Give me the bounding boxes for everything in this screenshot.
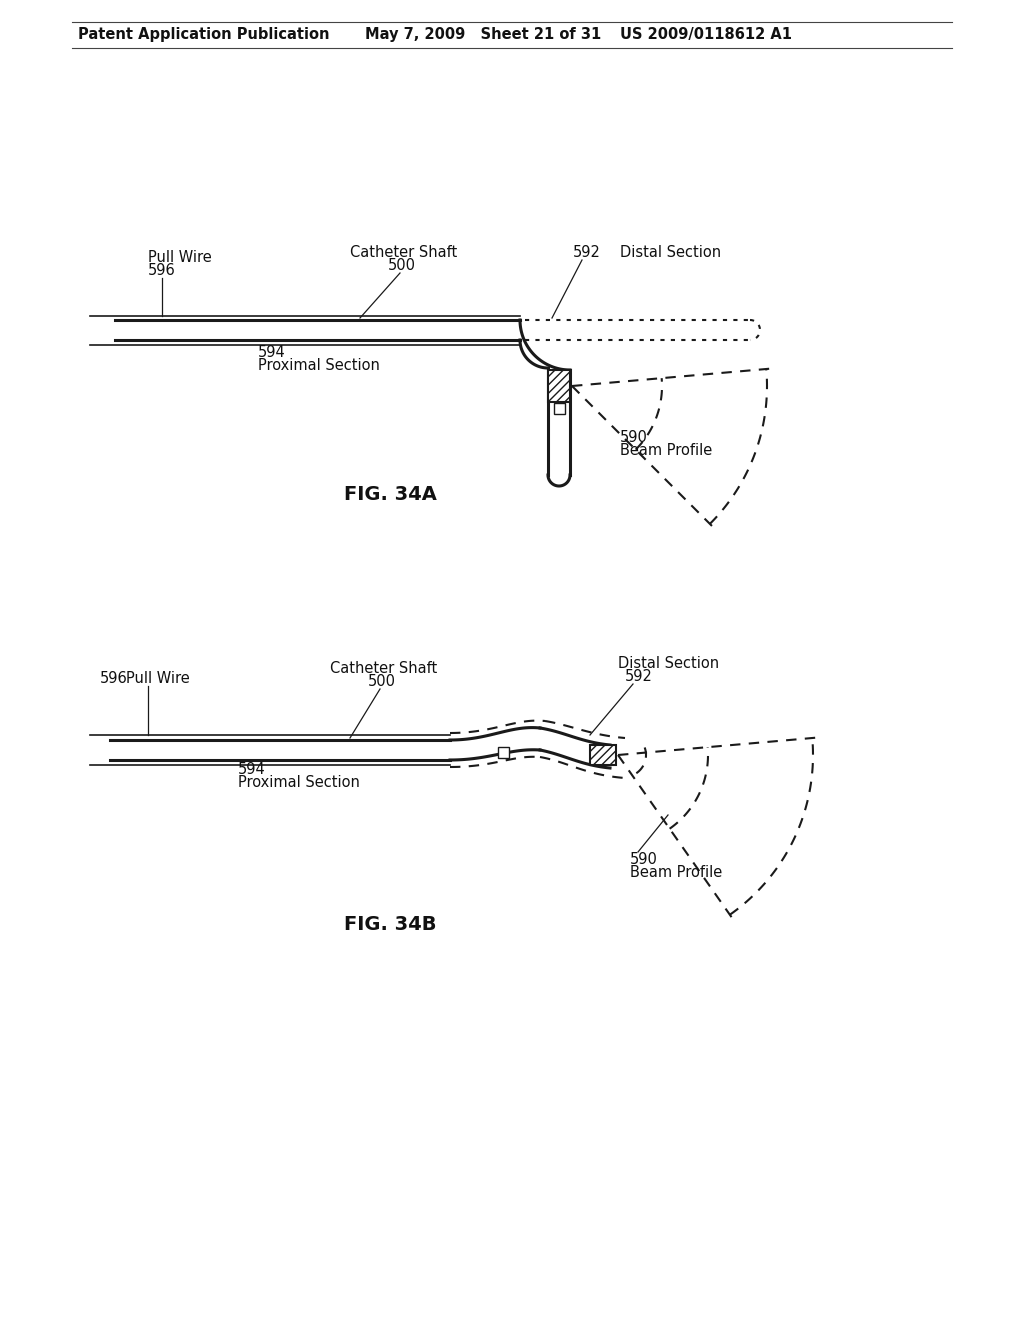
Text: May 7, 2009   Sheet 21 of 31: May 7, 2009 Sheet 21 of 31 xyxy=(365,28,601,42)
Text: Catheter Shaft: Catheter Shaft xyxy=(330,661,437,676)
Text: 590: 590 xyxy=(620,430,648,445)
Text: 500: 500 xyxy=(388,257,416,273)
Text: 594: 594 xyxy=(258,345,286,360)
Bar xyxy=(554,403,564,414)
Text: Catheter Shaft: Catheter Shaft xyxy=(350,246,458,260)
Text: Distal Section: Distal Section xyxy=(620,246,721,260)
Text: 596: 596 xyxy=(100,671,128,686)
Text: Proximal Section: Proximal Section xyxy=(238,775,359,789)
Bar xyxy=(590,744,616,766)
Text: 590: 590 xyxy=(630,851,657,867)
Text: 592: 592 xyxy=(625,669,653,684)
Text: 592: 592 xyxy=(573,246,601,260)
Text: Proximal Section: Proximal Section xyxy=(258,358,380,374)
Text: Patent Application Publication: Patent Application Publication xyxy=(78,28,330,42)
Bar xyxy=(548,370,570,403)
Text: 596: 596 xyxy=(148,263,176,279)
Text: Pull Wire: Pull Wire xyxy=(148,249,212,265)
Text: Pull Wire: Pull Wire xyxy=(126,671,189,686)
Text: 594: 594 xyxy=(238,762,266,777)
Text: 500: 500 xyxy=(368,675,396,689)
Text: FIG. 34B: FIG. 34B xyxy=(344,916,436,935)
Text: US 2009/0118612 A1: US 2009/0118612 A1 xyxy=(620,28,792,42)
Text: Beam Profile: Beam Profile xyxy=(630,865,722,880)
Bar xyxy=(498,747,509,758)
Text: Distal Section: Distal Section xyxy=(618,656,719,671)
Text: Beam Profile: Beam Profile xyxy=(620,444,713,458)
Text: FIG. 34A: FIG. 34A xyxy=(344,486,436,504)
